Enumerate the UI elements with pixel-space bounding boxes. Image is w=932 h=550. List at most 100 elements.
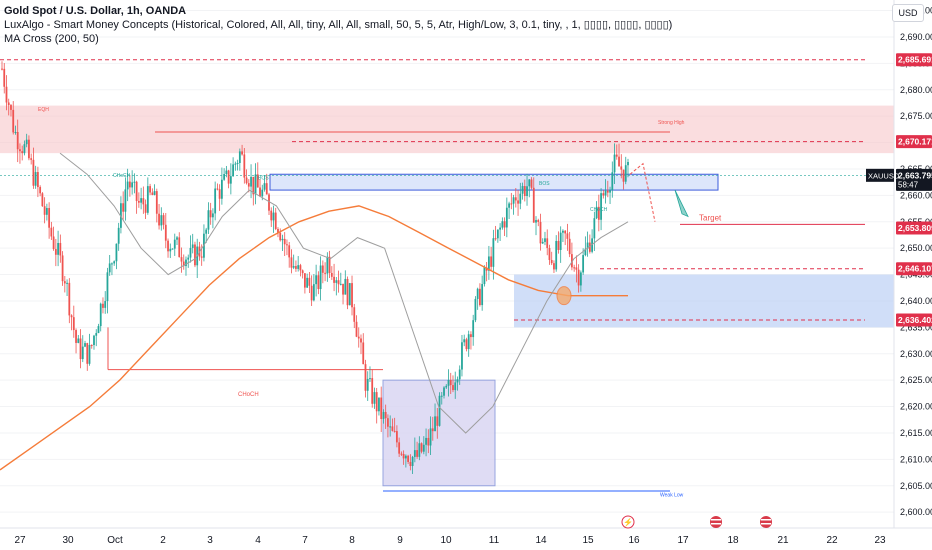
- candle-body: [286, 244, 288, 246]
- candle-body: [32, 159, 35, 186]
- time-tick-label: 22: [826, 535, 838, 546]
- candle-body: [553, 263, 555, 270]
- candle-body: [252, 176, 255, 195]
- symbol-title[interactable]: Gold Spot / U.S. Dollar, 1h, OANDA: [4, 5, 187, 17]
- candle-body: [263, 183, 266, 190]
- candle-body: [72, 317, 75, 331]
- candle-body: [443, 387, 445, 396]
- price-tick-label: 2,625.000: [900, 375, 932, 385]
- candle-body: [7, 102, 10, 106]
- bos-label: BOS: [539, 181, 550, 187]
- candle-body: [23, 144, 26, 154]
- price-tag-value: 2,685.691: [898, 55, 932, 65]
- candle-body: [539, 221, 542, 244]
- time-tick-label: 18: [727, 535, 739, 546]
- candle-body: [449, 379, 452, 386]
- candle-body: [344, 278, 347, 295]
- candle-body: [620, 166, 623, 170]
- flag-stripe: [711, 523, 721, 525]
- candle-body: [88, 344, 91, 364]
- candle-body: [155, 191, 158, 214]
- symbol-tag: [866, 168, 894, 182]
- candle-body: [438, 395, 441, 426]
- candle-body: [600, 193, 602, 220]
- bos-label: BOS: [258, 176, 269, 182]
- time-tick-label: 10: [440, 535, 452, 546]
- indicator-smc[interactable]: LuxAlgo - Smart Money Concepts (Historic…: [4, 19, 673, 31]
- candle-body: [337, 280, 340, 285]
- candle-body: [492, 238, 495, 267]
- candle-body: [142, 198, 145, 205]
- candle-body: [521, 186, 524, 194]
- choch-label: CHoCH: [238, 392, 259, 398]
- candle-body: [395, 431, 398, 443]
- candle-body: [416, 450, 418, 457]
- eqh-zone: [0, 105, 894, 154]
- price-tick-label: 2,615.000: [900, 428, 932, 438]
- us-flag-icon[interactable]: [710, 516, 722, 528]
- candle-body: [470, 334, 472, 338]
- price-tag: [896, 135, 932, 149]
- candle-body: [366, 378, 369, 391]
- price-tick-label: 2,640.000: [900, 296, 932, 306]
- candle-body: [254, 174, 257, 195]
- candle-body: [431, 428, 434, 432]
- price-tick-label: 2,650.000: [900, 243, 932, 253]
- candle-body: [297, 265, 300, 269]
- candle-body: [274, 212, 277, 230]
- candle-body: [384, 411, 387, 419]
- candle-body: [135, 181, 138, 201]
- candle-body: [234, 163, 237, 165]
- candle-body: [77, 338, 80, 343]
- candle-body: [48, 208, 51, 228]
- indicator-ma-cross[interactable]: MA Cross (200, 50): [4, 33, 99, 45]
- candle-body: [604, 190, 607, 196]
- candle-body: [214, 188, 217, 214]
- candle-body: [387, 418, 389, 427]
- us-flag-icon[interactable]: [760, 516, 772, 528]
- candle-body: [452, 385, 454, 391]
- candle-body: [544, 238, 546, 242]
- candle-body: [389, 426, 392, 428]
- candle-body: [144, 204, 147, 213]
- earnings-icon[interactable]: [621, 515, 635, 529]
- candle-body: [505, 207, 508, 228]
- candle-body: [270, 210, 273, 221]
- price-tag-value: 2,646.107: [898, 264, 932, 274]
- candle-body: [546, 238, 549, 249]
- candle-body: [59, 242, 62, 256]
- time-axis[interactable]: 27 30 Oct 2 3 4 7 8 9 10 11 14 15 16 17 18 21 22 23: [14, 535, 886, 546]
- candle-body: [465, 339, 468, 350]
- candle-body: [236, 162, 239, 164]
- candle-body: [36, 172, 39, 188]
- candle-body: [16, 131, 19, 150]
- lightning-icon: ⚡: [623, 517, 633, 527]
- candle-body: [339, 283, 342, 285]
- candle-body: [43, 206, 46, 215]
- price-tag: [896, 262, 932, 276]
- candle-body: [402, 454, 405, 459]
- candle-body: [10, 105, 12, 110]
- candle-body: [526, 186, 528, 197]
- time-tick-label: 7: [302, 535, 308, 546]
- time-tick-label: 4: [255, 535, 261, 546]
- projection-path: [629, 162, 656, 222]
- candle-body: [568, 238, 571, 255]
- price-tick-label: 2,600.000: [900, 507, 932, 517]
- currency-button[interactable]: USD: [892, 4, 924, 22]
- candle-body: [261, 189, 264, 197]
- candle-body: [503, 221, 506, 228]
- candle-body: [550, 259, 553, 264]
- candle-body: [256, 174, 259, 188]
- candle-body: [120, 203, 122, 228]
- chart-legend: Gold Spot / U.S. Dollar, 1h, OANDA LuxAl…: [4, 4, 672, 46]
- candle-body: [171, 248, 174, 250]
- candle-body: [115, 243, 118, 262]
- candle-body: [86, 343, 89, 364]
- price-tick-label: 2,660.000: [900, 190, 932, 200]
- event-icons[interactable]: ⚡: [621, 515, 772, 529]
- candle-body: [597, 206, 600, 220]
- candle-body: [371, 378, 374, 404]
